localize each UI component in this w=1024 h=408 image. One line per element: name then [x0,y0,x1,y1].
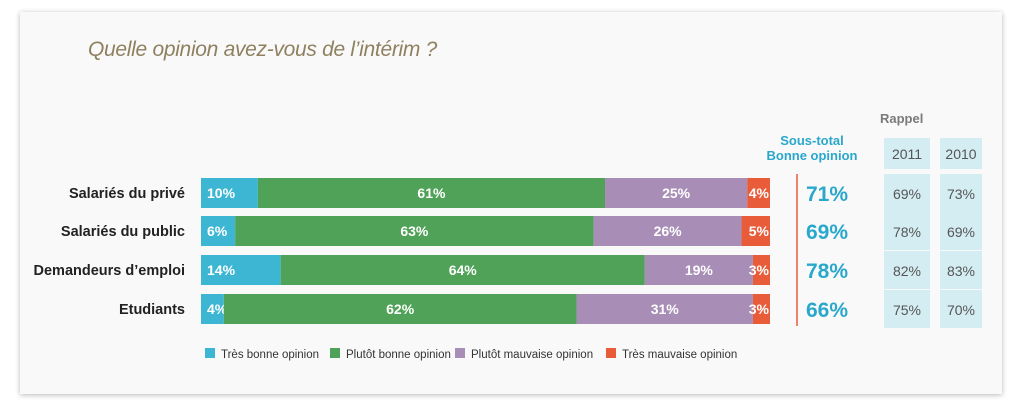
bar-segment-tres-bonne [201,255,281,285]
rappel-cell [884,174,930,212]
bar-segment-tres-mauvaise [752,255,770,285]
rappel-cell [884,290,930,328]
bar-value-label: 25% [662,185,691,201]
rappel-value: 78% [893,224,921,240]
bar-value-label: 6% [207,223,228,239]
legend-label: Plutôt mauvaise opinion [471,349,593,361]
bar-value-label: 19% [685,262,714,278]
bar-segment-tres-bonne [201,294,224,324]
bar-segment-plutot-mauvaise [604,178,748,208]
bar-value-label: 61% [417,185,446,201]
category-label: Salariés du privé [69,186,185,202]
rappel-cell [884,251,930,289]
rappel-cell [940,251,982,289]
bar-value-label: 14% [207,262,236,278]
rappel-value: 73% [947,186,975,202]
category-label: Demandeurs d’emploi [34,263,185,279]
bar-value-label: 26% [654,223,683,239]
rappel-value: 82% [893,263,921,279]
legend-swatch-tres-bonne [205,348,215,358]
rappel-value: 75% [893,302,921,318]
rappel-cell [940,290,982,328]
bar-value-label: 63% [400,223,429,239]
rappel-header-cell [940,138,982,169]
bar-value-label: 3% [749,262,770,278]
subtotal-value: 66% [806,299,848,322]
bar-segment-tres-mauvaise [752,294,770,324]
legend-label: Très bonne opinion [221,349,319,361]
subtotal-value: 71% [806,183,848,206]
bar-value-label: 3% [749,301,770,317]
bar-segment-plutot-mauvaise [644,255,753,285]
bar-value-label: 62% [386,301,415,317]
bar-segment-plutot-bonne [223,294,577,324]
rappel-cell [940,212,982,250]
rappel-value: 69% [947,224,975,240]
rappel-cell [940,174,982,212]
subtotal-header: Sous-total Bonne opinion [754,133,870,163]
bar-value-label: 4% [749,185,770,201]
bar-segment-plutot-bonne [257,178,605,208]
legend-swatch-plutot-mauvaise [455,348,465,358]
legend-label: Très mauvaise opinion [622,349,737,361]
rappel-value: 83% [947,263,975,279]
bar-segment-plutot-bonne [235,216,594,246]
page-title: Quelle opinion avez-vous de l’intérim ? [88,38,437,61]
category-label: Salariés du public [61,224,185,240]
legend-swatch-tres-mauvaise [606,348,616,358]
bar-segment-tres-mauvaise [741,216,770,246]
bar-segment-tres-bonne [201,216,236,246]
subtotal-value: 78% [806,260,848,283]
bar-segment-plutot-mauvaise [576,294,753,324]
rappel-year-0: 2011 [892,146,922,162]
bar-value-label: 5% [749,223,770,239]
bar-value-label: 31% [651,301,680,317]
legend-swatch-plutot-bonne [330,348,340,358]
bar-segment-tres-bonne [201,178,258,208]
rappel-value: 69% [893,186,921,202]
rappel-header-cell [884,138,930,169]
bar-value-label: 4% [207,301,228,317]
subtotal-header-line-2: Bonne opinion [766,148,858,163]
bar-value-label: 64% [449,262,478,278]
rappel-label: Rappel [880,111,924,126]
rappel-value: 70% [947,302,975,318]
rappel-cell [884,212,930,250]
subtotal-header-line-1: Sous-total [780,133,844,148]
bar-value-label: 10% [207,185,236,201]
legend-label: Plutôt bonne opinion [346,349,451,361]
bar-segment-plutot-bonne [280,255,645,285]
bar-segment-plutot-mauvaise [593,216,742,246]
rappel-year-1: 2010 [945,146,976,162]
bar-segment-tres-mauvaise [747,178,770,208]
category-label: Etudiants [119,302,185,318]
subtotal-value: 69% [806,221,848,244]
